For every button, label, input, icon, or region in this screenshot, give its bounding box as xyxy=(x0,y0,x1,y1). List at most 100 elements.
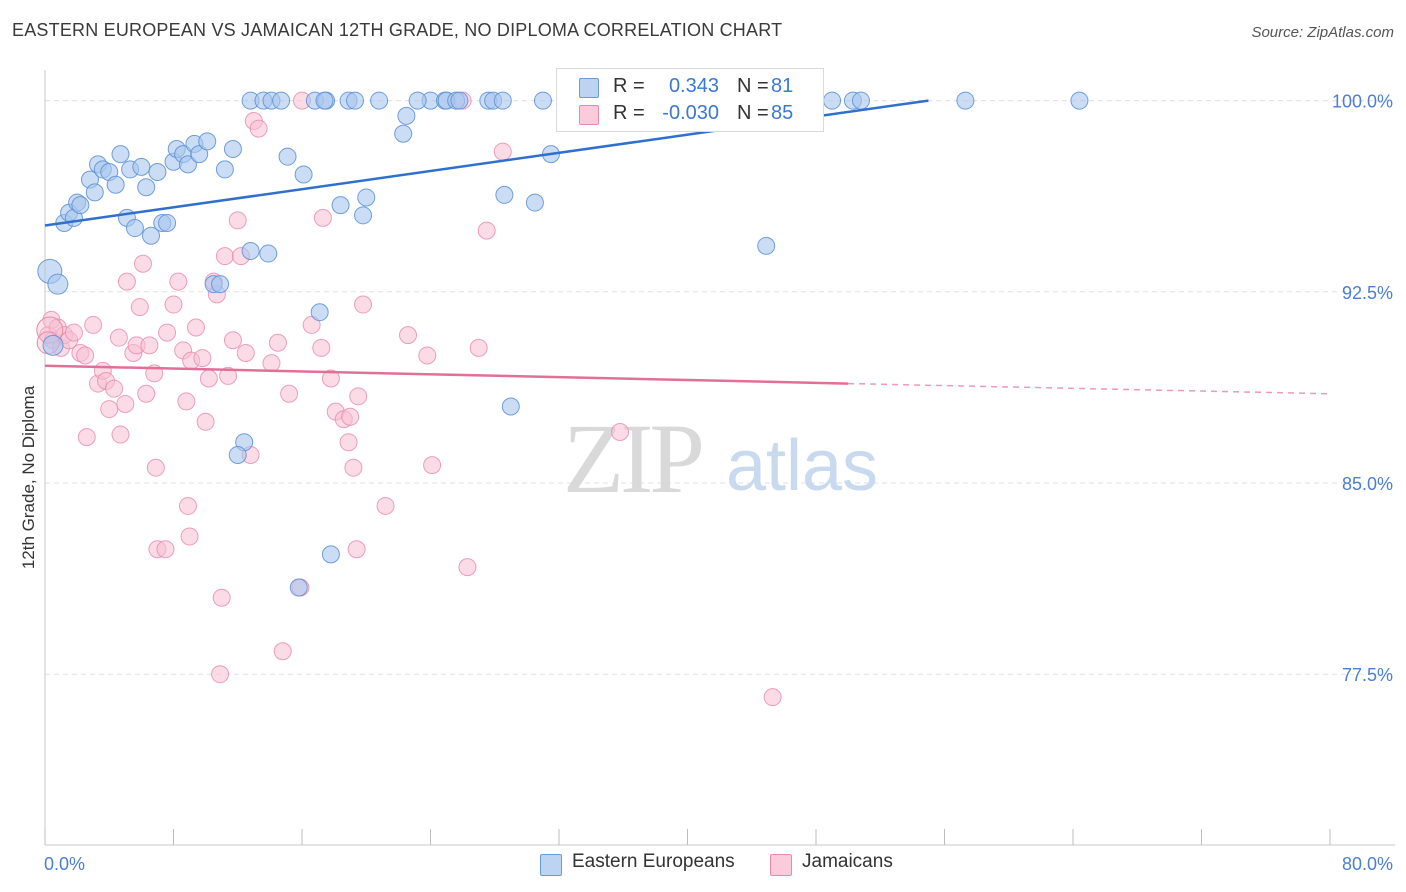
chart-title: EASTERN EUROPEAN VS JAMAICAN 12TH GRADE,… xyxy=(12,20,783,40)
jamaicans-point xyxy=(354,295,373,314)
jamaicans-point xyxy=(341,407,360,426)
jamaicans-point xyxy=(186,318,205,337)
jamaicans-point xyxy=(180,527,199,546)
eastern-europeans-point xyxy=(211,275,230,294)
jamaicans-point xyxy=(116,394,135,413)
eastern-europeans-point xyxy=(823,91,842,110)
eastern-europeans-point xyxy=(158,213,177,232)
eastern-europeans-point xyxy=(142,226,161,245)
legend-row-jamaicans: R = -0.030 N = 85 xyxy=(557,100,823,128)
eastern-europeans-point xyxy=(757,236,776,255)
eastern-europeans-point xyxy=(851,91,870,110)
jamaicans-point xyxy=(236,343,255,362)
jamaicans-point xyxy=(280,384,299,403)
eastern-europeans-point xyxy=(321,545,340,564)
jamaicans-point xyxy=(302,315,321,334)
eastern-europeans-point xyxy=(215,160,234,179)
y-axis-title: 12th Grade, No Diploma xyxy=(19,385,38,569)
jamaicans-point xyxy=(215,247,234,266)
y-tick-label: 85.0% xyxy=(1342,474,1393,494)
eastern-europeans-point xyxy=(272,91,291,110)
jamaicans-point xyxy=(211,665,230,684)
jamaicans-point xyxy=(223,331,242,350)
jamaicans-point xyxy=(313,208,332,227)
jamaicans-point xyxy=(146,458,165,477)
jamaicans-point xyxy=(339,433,358,452)
jamaicans-point xyxy=(312,338,331,357)
jamaicans-point xyxy=(109,328,128,347)
eastern-europeans-point xyxy=(148,162,167,181)
legend-r-value: -0.030 xyxy=(662,102,719,124)
legend-r-label: R = xyxy=(613,75,645,97)
eastern-europeans-point xyxy=(956,91,975,110)
jamaicans-point xyxy=(193,349,212,368)
jamaicans-point xyxy=(84,315,103,334)
jamaicans-point xyxy=(130,298,149,317)
eastern-europeans-point xyxy=(178,155,197,174)
eastern-europeans-point xyxy=(223,140,242,159)
bottom-legend-label: Eastern Europeans xyxy=(572,851,735,872)
jamaicans-point xyxy=(77,428,96,447)
eastern-europeans-point xyxy=(132,157,151,176)
y-tick-label: 100.0% xyxy=(1332,92,1393,112)
eastern-europeans-point xyxy=(190,145,209,164)
bottom-legend-label: Jamaicans xyxy=(802,851,893,872)
eastern-europeans-point xyxy=(198,132,217,151)
eastern-europeans-point xyxy=(357,188,376,207)
jamaicans-point xyxy=(344,458,363,477)
eastern-europeans-point xyxy=(294,165,313,184)
eastern-europeans-point xyxy=(228,445,247,464)
eastern-europeans-point xyxy=(346,91,365,110)
jamaicans-point xyxy=(111,425,130,444)
eastern-europeans-point xyxy=(370,91,389,110)
jamaicans-point xyxy=(137,384,156,403)
jamaicans-point xyxy=(399,326,418,345)
jamaicans-point xyxy=(423,456,442,475)
jamaicans-point xyxy=(212,588,231,607)
eastern-europeans-point xyxy=(331,196,350,215)
jamaicans-point xyxy=(177,392,196,411)
jamaicans-point xyxy=(458,558,477,577)
legend-row-eastern-europeans: R = 0.343 N = 81 xyxy=(557,73,823,101)
jamaicans-point xyxy=(469,338,488,357)
jamaicans-point xyxy=(321,369,340,388)
legend-r-label: R = xyxy=(613,102,645,124)
eastern-europeans-point xyxy=(106,175,125,194)
legend-n-label: N = xyxy=(737,75,769,97)
legend-n-value: 85 xyxy=(771,102,794,124)
eastern-europeans-point xyxy=(525,193,544,212)
legend-swatch-pink xyxy=(579,105,599,125)
jamaicans-point xyxy=(169,272,188,291)
legend-swatch-blue xyxy=(579,78,599,98)
jamaicans-point xyxy=(418,346,437,365)
jamaicans-point xyxy=(76,346,95,365)
jamaicans-point xyxy=(158,323,177,342)
eastern-europeans-point xyxy=(408,91,427,110)
eastern-europeans-point xyxy=(125,219,144,238)
jamaicans-point xyxy=(196,412,215,431)
correlation-legend: R = 0.343 N = 81 R = -0.030 N = 85 xyxy=(556,68,824,132)
source-credit: Source: ZipAtlas.com xyxy=(1251,24,1394,41)
jamaicans-point xyxy=(178,496,197,515)
axis-labels: 77.5% 85.0% 92.5% 100.0% 0.0% 80.0% 12th Grade… xyxy=(19,92,1393,874)
jamaicans-point xyxy=(140,336,159,355)
eastern-europeans-point xyxy=(501,397,520,416)
jamaicans-point xyxy=(611,423,630,442)
eastern-europeans-point xyxy=(354,206,373,225)
jamaicans-trend-line xyxy=(44,364,849,385)
jamaicans-point xyxy=(249,119,268,138)
jamaicans-point xyxy=(273,642,292,661)
watermark-zip: ZIP xyxy=(563,403,701,514)
jamaicans-point xyxy=(100,400,119,419)
jamaicans-point xyxy=(493,142,512,161)
jamaicans-point xyxy=(199,369,218,388)
eastern-europeans-point xyxy=(394,124,413,143)
eastern-europeans-point xyxy=(85,183,104,202)
legend-n-value: 81 xyxy=(771,75,794,97)
bottom-legend-swatch-pink xyxy=(770,854,792,876)
watermark: ZIP atlas xyxy=(563,403,878,514)
eastern-europeans-point xyxy=(310,303,329,322)
eastern-europeans-point xyxy=(259,244,278,263)
jamaicans-point xyxy=(376,496,395,515)
